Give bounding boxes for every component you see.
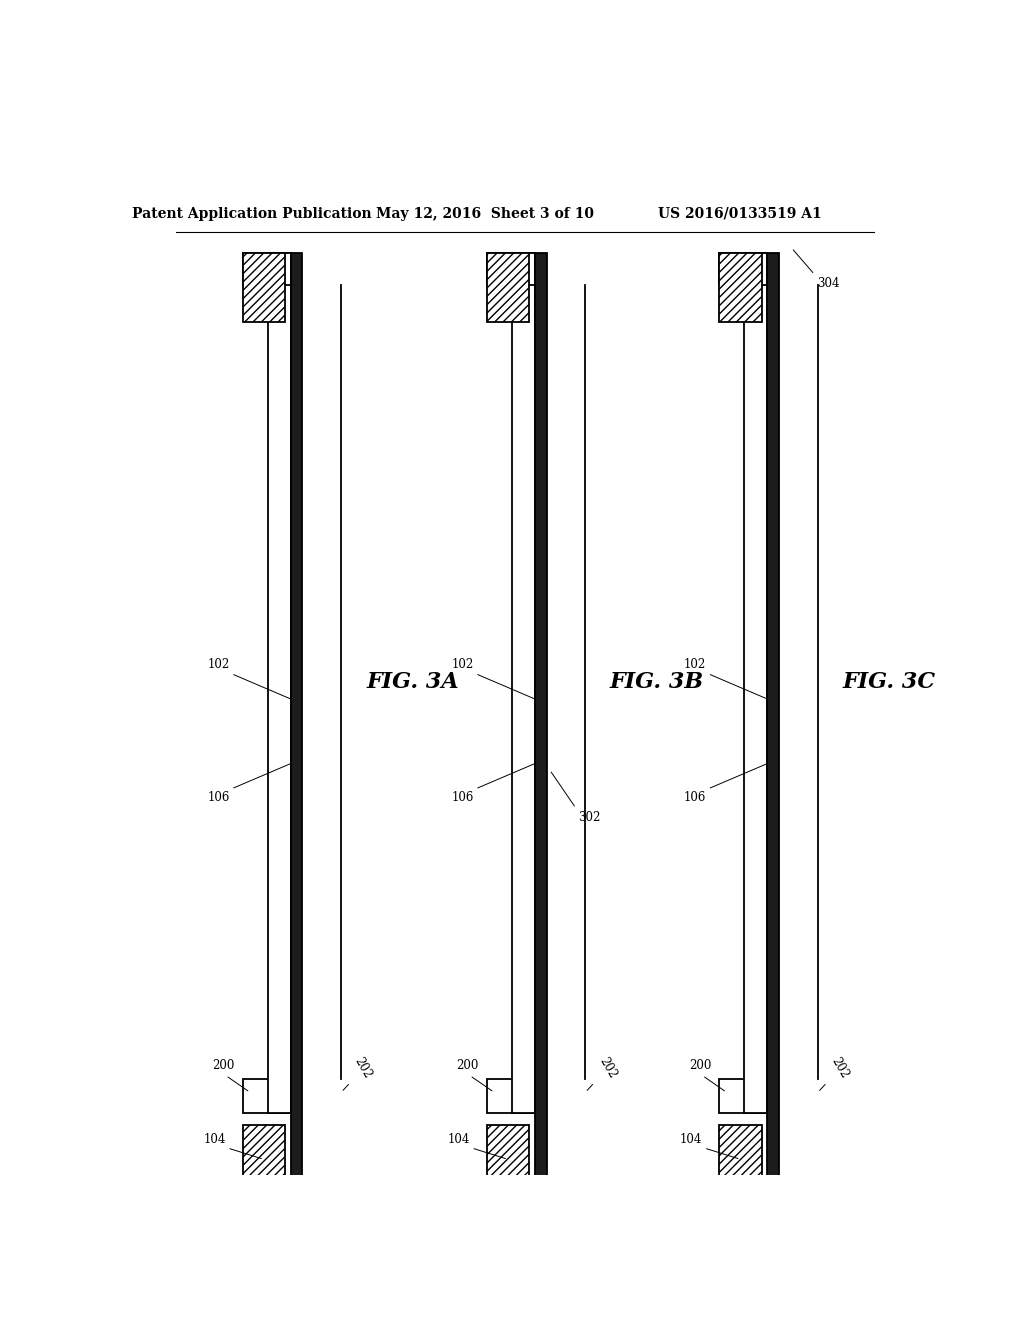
Text: 304: 304 xyxy=(817,277,840,290)
Text: Patent Application Publication: Patent Application Publication xyxy=(132,207,372,220)
Bar xyxy=(243,253,291,285)
Text: FIG. 3B: FIG. 3B xyxy=(609,671,703,693)
Text: 200: 200 xyxy=(457,1060,478,1072)
Text: 104: 104 xyxy=(680,1133,702,1146)
Bar xyxy=(535,253,547,1195)
Text: 200: 200 xyxy=(212,1060,234,1072)
Bar xyxy=(291,253,302,1195)
Text: 200: 200 xyxy=(689,1060,711,1072)
Text: 102: 102 xyxy=(207,659,229,671)
Text: FIG. 3A: FIG. 3A xyxy=(367,671,459,693)
Bar xyxy=(267,253,291,1113)
Bar xyxy=(243,1078,291,1113)
Text: 302: 302 xyxy=(579,810,601,824)
Bar xyxy=(486,1125,529,1195)
Text: 202: 202 xyxy=(596,1055,618,1081)
Bar xyxy=(719,253,767,285)
Bar xyxy=(243,1125,286,1195)
Text: US 2016/0133519 A1: US 2016/0133519 A1 xyxy=(658,207,822,220)
Text: 106: 106 xyxy=(207,792,229,804)
Bar xyxy=(243,253,286,322)
Text: May 12, 2016  Sheet 3 of 10: May 12, 2016 Sheet 3 of 10 xyxy=(376,207,594,220)
Bar xyxy=(486,253,529,322)
Text: 102: 102 xyxy=(452,659,474,671)
Bar xyxy=(719,1125,762,1195)
Text: 104: 104 xyxy=(447,1133,470,1146)
Bar xyxy=(486,1078,535,1113)
Text: 104: 104 xyxy=(204,1133,225,1146)
Text: 106: 106 xyxy=(452,792,474,804)
Text: FIG. 3C: FIG. 3C xyxy=(843,671,936,693)
Bar xyxy=(486,253,535,285)
Bar xyxy=(719,253,762,322)
Text: 202: 202 xyxy=(828,1055,851,1081)
Bar xyxy=(767,253,779,1195)
Bar xyxy=(512,253,535,1113)
Bar xyxy=(744,253,767,1113)
Bar xyxy=(719,1078,767,1113)
Text: 202: 202 xyxy=(352,1055,375,1081)
Text: 102: 102 xyxy=(684,659,707,671)
Text: 106: 106 xyxy=(684,792,707,804)
